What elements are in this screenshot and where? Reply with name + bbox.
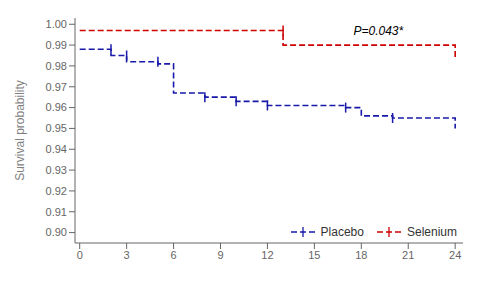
svg-text:1.00: 1.00 [46, 18, 67, 30]
svg-text:3: 3 [124, 249, 130, 261]
svg-text:0.99: 0.99 [46, 39, 67, 51]
svg-text:18: 18 [355, 249, 367, 261]
svg-text:21: 21 [402, 249, 414, 261]
svg-text:0.94: 0.94 [46, 143, 67, 155]
svg-text:6: 6 [171, 249, 177, 261]
svg-text:15: 15 [308, 249, 320, 261]
svg-text:0: 0 [77, 249, 83, 261]
html-text:Selenium: Selenium [407, 225, 457, 239]
svg-text:0.96: 0.96 [46, 101, 67, 113]
svg-text:0.91: 0.91 [46, 206, 67, 218]
svg-text:9: 9 [217, 249, 223, 261]
svg-text:0.90: 0.90 [46, 226, 67, 238]
html-text:Placebo: Placebo [320, 225, 364, 239]
svg-text:12: 12 [261, 249, 273, 261]
svg-text:0.97: 0.97 [46, 81, 67, 93]
svg-text:0.92: 0.92 [46, 185, 67, 197]
svg-text:Survival probability: Survival probability [13, 80, 27, 181]
svg-text:24: 24 [449, 249, 461, 261]
svg-text:P=0.043*: P=0.043* [353, 24, 403, 38]
svg-text:0.98: 0.98 [46, 60, 67, 72]
svg-text:0.93: 0.93 [46, 164, 67, 176]
svg-text:0.95: 0.95 [46, 122, 67, 134]
